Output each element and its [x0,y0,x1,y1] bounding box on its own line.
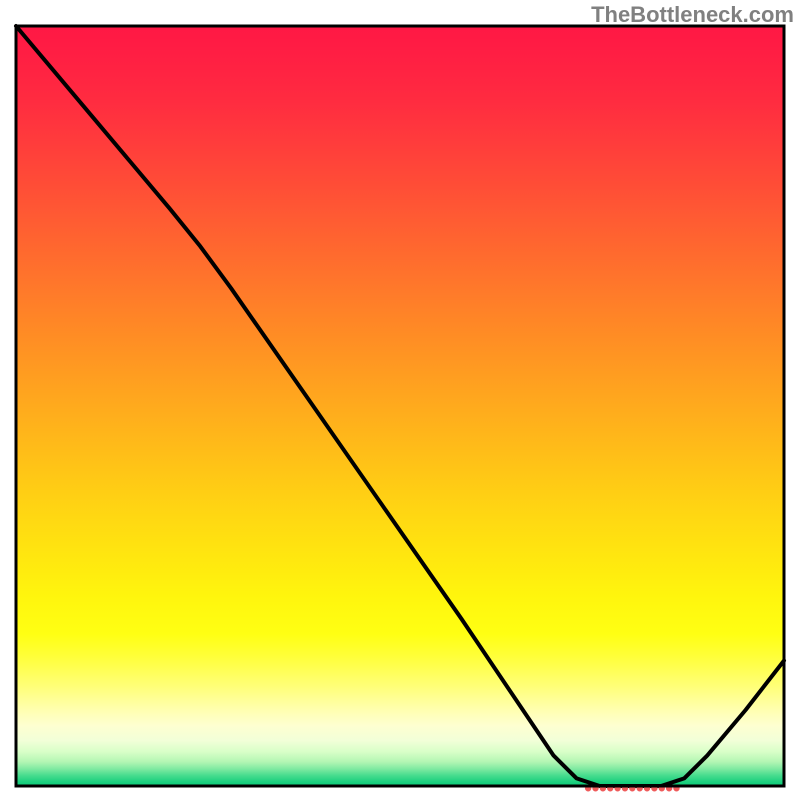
chart-container: { "watermark": "TheBottleneck.com", "cha… [0,0,800,800]
gradient-background [16,26,784,786]
watermark-text: TheBottleneck.com [591,2,794,28]
chart-svg [0,0,800,800]
